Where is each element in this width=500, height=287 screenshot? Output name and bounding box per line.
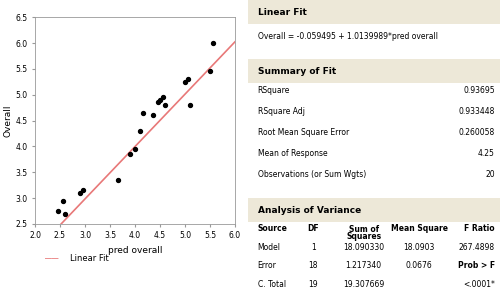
Point	[54, 209, 62, 213]
Y-axis label: Overall: Overall	[4, 104, 13, 137]
Text: Observations (or Sum Wgts): Observations (or Sum Wgts)	[258, 170, 366, 179]
Text: 20: 20	[486, 170, 495, 179]
Point	[186, 103, 194, 107]
Text: ——: ——	[45, 253, 59, 263]
Text: 18: 18	[308, 261, 318, 270]
Point	[131, 147, 139, 151]
Point	[148, 113, 156, 118]
Text: DF: DF	[308, 224, 319, 233]
Text: Source: Source	[258, 224, 288, 233]
Text: 4.25: 4.25	[478, 149, 495, 158]
Text: RSquare: RSquare	[258, 86, 290, 95]
Bar	[248, 0, 500, 24]
Point	[114, 178, 122, 182]
Text: Root Mean Square Error: Root Mean Square Error	[258, 128, 349, 137]
Point	[161, 103, 169, 107]
Point	[181, 79, 189, 84]
Text: 0.933448: 0.933448	[458, 107, 495, 116]
Text: 19.307669: 19.307669	[343, 280, 384, 287]
Text: <.0001*: <.0001*	[463, 280, 495, 287]
Point	[154, 100, 162, 105]
Point	[206, 69, 214, 74]
Text: Mean Square: Mean Square	[390, 224, 448, 233]
Text: 0.93695: 0.93695	[464, 86, 495, 95]
Point	[78, 188, 86, 193]
Point	[184, 77, 192, 82]
Point	[136, 129, 144, 133]
Point	[58, 198, 66, 203]
Text: Linear Fit: Linear Fit	[258, 8, 306, 17]
Text: 1.217340: 1.217340	[346, 261, 382, 270]
Bar	[248, 198, 500, 222]
Text: 18.090330: 18.090330	[343, 243, 384, 251]
Point	[208, 41, 216, 45]
Text: Prob > F: Prob > F	[458, 261, 495, 270]
Point	[156, 98, 164, 102]
Text: Linear Fit: Linear Fit	[70, 254, 109, 263]
Point	[126, 152, 134, 156]
Text: 0.260058: 0.260058	[458, 128, 495, 137]
Point	[61, 211, 69, 216]
Point	[138, 110, 146, 115]
Text: Model: Model	[258, 243, 280, 251]
Text: 19: 19	[308, 280, 318, 287]
Point	[158, 95, 166, 100]
Text: Overall = -0.059495 + 1.0139989*pred overall: Overall = -0.059495 + 1.0139989*pred ove…	[258, 32, 438, 40]
Text: Error: Error	[258, 261, 276, 270]
Point	[76, 191, 84, 195]
Text: F Ratio: F Ratio	[464, 224, 495, 233]
X-axis label: pred overall: pred overall	[108, 246, 162, 255]
Text: Analysis of Variance: Analysis of Variance	[258, 206, 361, 215]
Text: C. Total: C. Total	[258, 280, 285, 287]
Text: Mean of Response: Mean of Response	[258, 149, 327, 158]
Text: 18.0903: 18.0903	[404, 243, 435, 251]
Text: RSquare Adj: RSquare Adj	[258, 107, 304, 116]
Text: 267.4898: 267.4898	[459, 243, 495, 251]
Text: 1: 1	[311, 243, 316, 251]
Text: 0.0676: 0.0676	[406, 261, 432, 270]
Text: Summary of Fit: Summary of Fit	[258, 67, 336, 75]
Text: Sum of: Sum of	[348, 225, 378, 234]
Text: Squares: Squares	[346, 232, 381, 241]
Bar	[248, 59, 500, 83]
